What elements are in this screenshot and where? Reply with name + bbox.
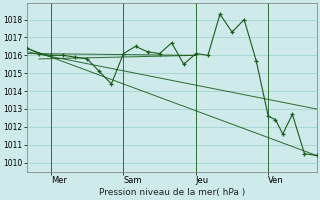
X-axis label: Pression niveau de la mer( hPa ): Pression niveau de la mer( hPa ) <box>99 188 245 197</box>
